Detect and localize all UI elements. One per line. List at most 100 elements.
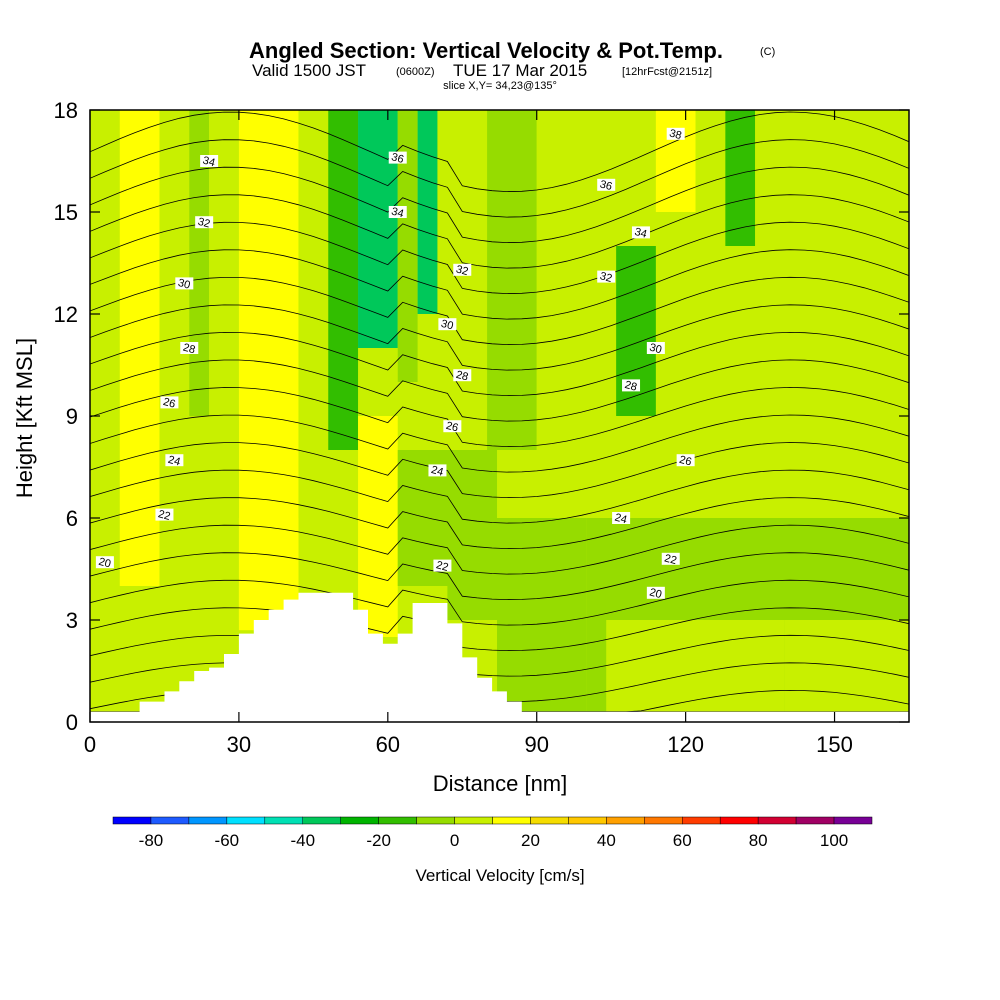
svg-text:36: 36 bbox=[390, 151, 405, 166]
chart-subtitle-forecast: [12hrFcst@2151z] bbox=[622, 66, 712, 78]
svg-text:26: 26 bbox=[162, 396, 177, 411]
theta-contour bbox=[90, 194, 909, 269]
theta-contour bbox=[90, 166, 909, 244]
velocity-cell bbox=[784, 620, 909, 712]
velocity-cell bbox=[90, 586, 160, 712]
theta-contour-labels: 20 22 24 26 28 30 32 34 36 34 32 30 28 26 24 22 38 36 34 32… bbox=[95, 127, 695, 601]
theta-contour-label: 28 bbox=[180, 342, 199, 356]
theta-contour bbox=[90, 469, 909, 524]
svg-text:28: 28 bbox=[455, 369, 470, 384]
theta-contour bbox=[90, 249, 909, 320]
svg-text:30: 30 bbox=[177, 277, 192, 292]
theta-contours bbox=[90, 111, 909, 713]
svg-text:28: 28 bbox=[623, 379, 638, 394]
theta-contour-label: 22 bbox=[155, 508, 174, 523]
colorbar-swatch bbox=[492, 816, 531, 825]
y-tick-label: 0 bbox=[66, 710, 78, 735]
colorbar-swatch bbox=[112, 816, 152, 825]
svg-text:30: 30 bbox=[440, 318, 455, 333]
velocity-cell bbox=[655, 110, 696, 212]
colorbar-swatch bbox=[416, 816, 455, 825]
svg-text:32: 32 bbox=[598, 270, 613, 285]
x-tick-label: 90 bbox=[524, 732, 548, 757]
chart-title-mark: (C) bbox=[760, 46, 775, 58]
colorbar-tick-label: 40 bbox=[597, 831, 616, 850]
svg-text:20: 20 bbox=[97, 556, 112, 571]
colorbar-swatch bbox=[530, 816, 569, 825]
chart-subtitle-utc: (0600Z) bbox=[396, 66, 435, 78]
chart-title: Angled Section: Vertical Velocity & Pot.… bbox=[249, 38, 723, 63]
theta-contour-label: 36 bbox=[388, 151, 407, 166]
colorbar-swatch bbox=[833, 816, 873, 825]
y-tick-label: 3 bbox=[66, 608, 78, 633]
theta-contour bbox=[90, 304, 909, 371]
colorbar-tick-label: -40 bbox=[290, 831, 315, 850]
svg-text:22: 22 bbox=[663, 552, 678, 567]
colorbar-tick-label: 20 bbox=[521, 831, 540, 850]
theta-contour-label: 30 bbox=[646, 342, 665, 356]
theta-contour-label: 22 bbox=[433, 559, 452, 574]
colorbar-swatch bbox=[568, 816, 607, 825]
svg-text:22: 22 bbox=[435, 559, 450, 574]
colorbar-swatch bbox=[606, 816, 645, 825]
velocity-cell bbox=[397, 110, 418, 382]
theta-contour-label: 32 bbox=[453, 263, 472, 278]
svg-text:26: 26 bbox=[678, 454, 693, 469]
theta-contour-label: 38 bbox=[666, 127, 685, 142]
y-tick-label: 12 bbox=[54, 302, 78, 327]
y-tick-label: 15 bbox=[54, 200, 78, 225]
colorbar-swatch bbox=[454, 816, 493, 825]
colorbar-tick-label: -60 bbox=[215, 831, 240, 850]
x-axis-label: Distance [nm] bbox=[433, 771, 568, 796]
theta-contour bbox=[90, 221, 909, 295]
theta-contour bbox=[90, 111, 909, 193]
svg-text:34: 34 bbox=[201, 155, 216, 170]
velocity-cell bbox=[358, 416, 398, 637]
velocity-cell bbox=[119, 110, 160, 654]
theta-contour-label: 34 bbox=[200, 155, 219, 170]
velocity-cell bbox=[695, 110, 726, 518]
x-tick-label: 60 bbox=[376, 732, 400, 757]
y-tick-label: 6 bbox=[66, 506, 78, 531]
theta-contour-label: 34 bbox=[631, 226, 650, 241]
theta-contour-label: 34 bbox=[388, 206, 407, 220]
velocity-cell bbox=[487, 110, 537, 450]
chart-subtitle-date: TUE 17 Mar 2015 bbox=[453, 61, 587, 80]
colorbar-swatch bbox=[340, 816, 379, 825]
theta-contour-label: 28 bbox=[453, 369, 472, 384]
chart-slice-label: slice X,Y= 34,23@135° bbox=[443, 80, 557, 92]
svg-text:32: 32 bbox=[196, 216, 211, 231]
x-tick-label: 150 bbox=[816, 732, 853, 757]
theta-contour-label: 30 bbox=[175, 277, 194, 292]
colorbar-swatch bbox=[719, 816, 759, 825]
theta-contour-label: 22 bbox=[661, 552, 680, 567]
terrain bbox=[90, 592, 909, 722]
colorbar-swatch bbox=[795, 816, 835, 825]
theta-contour-label: 24 bbox=[612, 512, 631, 527]
theta-contour-label: 24 bbox=[428, 464, 447, 479]
velocity-cell bbox=[725, 110, 756, 246]
svg-text:24: 24 bbox=[430, 464, 445, 479]
svg-text:36: 36 bbox=[598, 178, 613, 193]
svg-text:22: 22 bbox=[157, 508, 172, 523]
velocity-cell bbox=[417, 110, 438, 314]
colorbar-swatch bbox=[757, 816, 797, 825]
colorbar-swatch bbox=[264, 816, 303, 825]
theta-contour bbox=[90, 579, 909, 626]
theta-contour-label: 32 bbox=[597, 270, 616, 285]
colorbar-tick-label: -20 bbox=[366, 831, 391, 850]
y-tick-label: 9 bbox=[66, 404, 78, 429]
theta-contour bbox=[90, 139, 909, 218]
colorbar-swatch bbox=[188, 816, 228, 825]
colorbar-swatch bbox=[226, 816, 266, 825]
theta-contour-label: 20 bbox=[95, 556, 114, 571]
x-tick-label: 0 bbox=[84, 732, 96, 757]
theta-contour-label: 20 bbox=[646, 586, 665, 601]
x-tick-label: 30 bbox=[227, 732, 251, 757]
svg-text:24: 24 bbox=[613, 512, 628, 527]
theta-contour bbox=[90, 276, 909, 346]
theta-contour bbox=[90, 442, 909, 499]
colorbar-tick-label: 0 bbox=[450, 831, 459, 850]
theta-contour-label: 28 bbox=[622, 379, 641, 394]
